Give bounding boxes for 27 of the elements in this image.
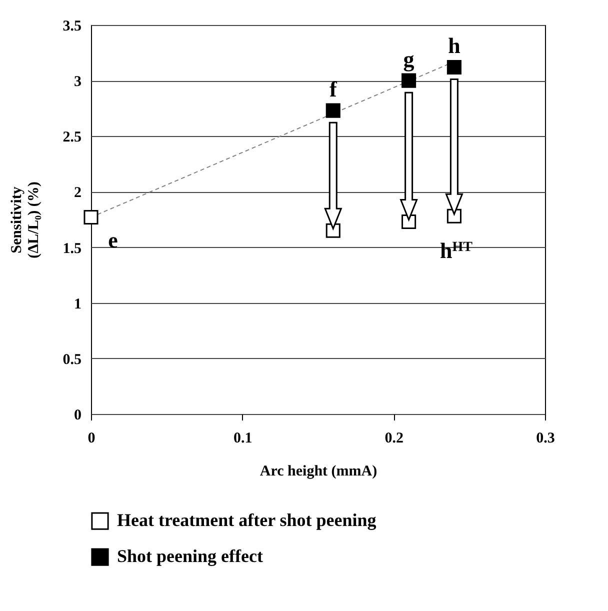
point — [402, 73, 416, 88]
y-tick-label: 2.5 — [62, 130, 82, 146]
y-tick-label: 1.5 — [62, 240, 82, 257]
point — [84, 210, 98, 225]
y-tick-label: 1 — [74, 296, 82, 312]
y-tick-label: 0 — [74, 408, 82, 424]
x-tick-label: 0.2 — [384, 430, 404, 446]
annotation: e — [108, 227, 118, 252]
x-tick-label: 0 — [88, 430, 96, 446]
annotation: f — [329, 76, 338, 102]
annotation: h — [448, 33, 460, 58]
y-tick-label: 0.5 — [62, 352, 82, 368]
point — [326, 103, 340, 118]
y-tick-label: 3 — [74, 74, 82, 90]
point — [446, 60, 462, 75]
point — [446, 208, 462, 224]
y-tick-label: 2 — [74, 185, 82, 202]
x-tick-label: 0.1 — [233, 430, 252, 446]
y-axis-title: Sensitivity (ΔL/L₀) (%) — [8, 182, 42, 258]
annotation: g — [403, 46, 414, 72]
point — [402, 214, 416, 229]
point — [326, 223, 340, 238]
y-tick-label: 3.5 — [62, 18, 82, 34]
x-tick-label: 0.3 — [536, 430, 555, 446]
legend-label: Shot peening effect — [117, 546, 263, 566]
legend-label: Heat treatment after shot peening — [117, 510, 376, 530]
x-axis-title: Arc height (mmA) — [260, 464, 378, 480]
